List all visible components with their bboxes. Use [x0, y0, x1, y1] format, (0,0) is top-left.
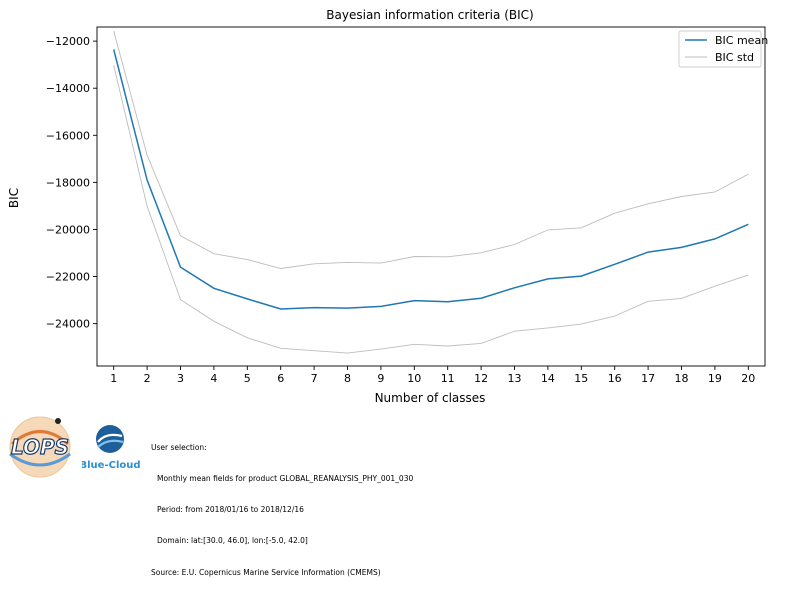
- x-tick-label: 3: [177, 372, 184, 385]
- footer-line-period: Period: from 2018/01/16 to 2018/12/16: [157, 505, 304, 515]
- x-tick-label: 19: [708, 372, 722, 385]
- legend-label-bic-std: BIC std: [715, 51, 754, 64]
- x-tick-label: 17: [641, 372, 655, 385]
- x-tick-label: 11: [441, 372, 455, 385]
- legend-label-bic-mean: BIC mean: [715, 34, 768, 47]
- bic-mean-line: [112, 49, 749, 310]
- x-tick-label: 14: [541, 372, 555, 385]
- plot-frame: [96, 26, 766, 367]
- footer-line-source: Source: E.U. Copernicus Marine Service I…: [151, 567, 381, 577]
- footer-line-product: Monthly mean fields for product GLOBAL_R…: [157, 474, 414, 484]
- x-tick-label: 10: [407, 372, 421, 385]
- x-tick-label: 8: [344, 372, 351, 385]
- lops-logo-text: LOPS: [11, 435, 69, 459]
- y-tick-label: −16000: [46, 129, 90, 142]
- bic-std-upper-line: [113, 30, 749, 269]
- bic-std-lower-line: [113, 65, 749, 354]
- chart-title: Bayesian information criteria (BIC): [326, 8, 533, 22]
- plot-area: 1 2 3 4 5 6 7 8 9 10 11 12 13 14 15 16 17 18 19 20−24000−22…: [46, 26, 766, 385]
- y-tick-label: −12000: [46, 35, 90, 48]
- lops-logo: LOPS: [9, 416, 71, 478]
- x-tick-label: 5: [244, 372, 251, 385]
- x-tick-label: 16: [608, 372, 622, 385]
- x-tick-label: 1: [110, 372, 117, 385]
- x-tick-label: 4: [210, 372, 217, 385]
- x-tick-label: 18: [675, 372, 689, 385]
- x-tick-label: 15: [574, 372, 588, 385]
- y-tick-label: −20000: [46, 223, 90, 236]
- y-axis-label: BIC: [7, 188, 21, 208]
- y-tick-label: −18000: [46, 176, 90, 189]
- x-axis-label: Number of classes: [375, 391, 486, 405]
- footer-line-domain: Domain: lat:[30.0, 46.0], lon:[-5.0, 42.…: [157, 536, 308, 546]
- y-tick-label: −14000: [46, 82, 90, 95]
- x-tick-label: 2: [144, 372, 151, 385]
- legend: BIC mean BIC std: [678, 30, 768, 68]
- blue-cloud-logo: Blue-Cloud: [82, 425, 141, 471]
- x-tick-label: 7: [311, 372, 318, 385]
- x-tick-label: 20: [741, 372, 755, 385]
- blue-cloud-logo-text: Blue-Cloud: [82, 460, 141, 471]
- x-tick-label: 6: [277, 372, 284, 385]
- y-tick-label: −24000: [46, 318, 90, 331]
- x-tick-label: 12: [474, 372, 488, 385]
- x-tick-label: 13: [508, 372, 522, 385]
- footer-text: User selection: Monthly mean fields for …: [151, 422, 413, 589]
- footer-line-user-selection: User selection:: [151, 442, 207, 452]
- y-tick-label: −22000: [46, 271, 90, 284]
- x-tick-label: 9: [377, 372, 384, 385]
